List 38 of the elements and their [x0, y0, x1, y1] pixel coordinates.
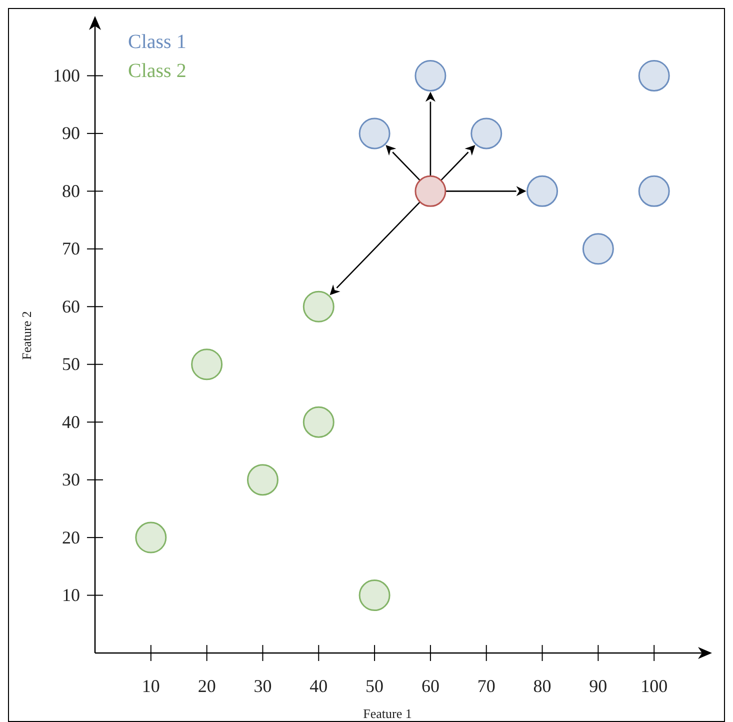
y-tick-label: 100 [53, 65, 80, 86]
point [358, 580, 390, 611]
x-tick-label: 10 [142, 676, 160, 696]
y-tick-label: 70 [62, 238, 80, 259]
point [526, 175, 558, 207]
point [135, 522, 167, 554]
x-axis-title: Feature 1 [363, 706, 412, 721]
point [302, 406, 334, 438]
point [414, 175, 446, 207]
x-tick-label: 60 [421, 676, 440, 696]
y-tick-label: 20 [62, 527, 80, 548]
x-tick-label: 70 [477, 676, 496, 696]
point [638, 175, 670, 207]
y-tick-label: 50 [62, 354, 80, 374]
x-tick-label: 80 [533, 676, 552, 696]
y-tick-label: 80 [62, 180, 80, 201]
x-tick-label: 40 [310, 676, 328, 696]
y-tick-label: 30 [62, 470, 80, 490]
x-tick-label: 30 [254, 676, 272, 696]
point [191, 348, 223, 380]
text: Class 1 [128, 31, 186, 53]
point [470, 118, 502, 150]
y-tick-label: 40 [62, 412, 80, 432]
x-tick-label: 50 [366, 676, 384, 696]
point [302, 290, 334, 322]
y-tick-label: 60 [62, 296, 80, 316]
x-tick-label: 20 [198, 676, 216, 696]
text: Class 2 [128, 60, 186, 82]
point [638, 60, 670, 92]
point [246, 464, 278, 496]
y-tick-label: 10 [62, 585, 80, 606]
point [582, 233, 614, 265]
x-tick-label: 100 [640, 676, 668, 696]
y-tick-label: 90 [62, 123, 80, 144]
point [414, 60, 446, 92]
x-tick-label: 90 [589, 676, 608, 696]
point [358, 118, 390, 150]
y-axis-title: Feature 2 [19, 311, 34, 360]
